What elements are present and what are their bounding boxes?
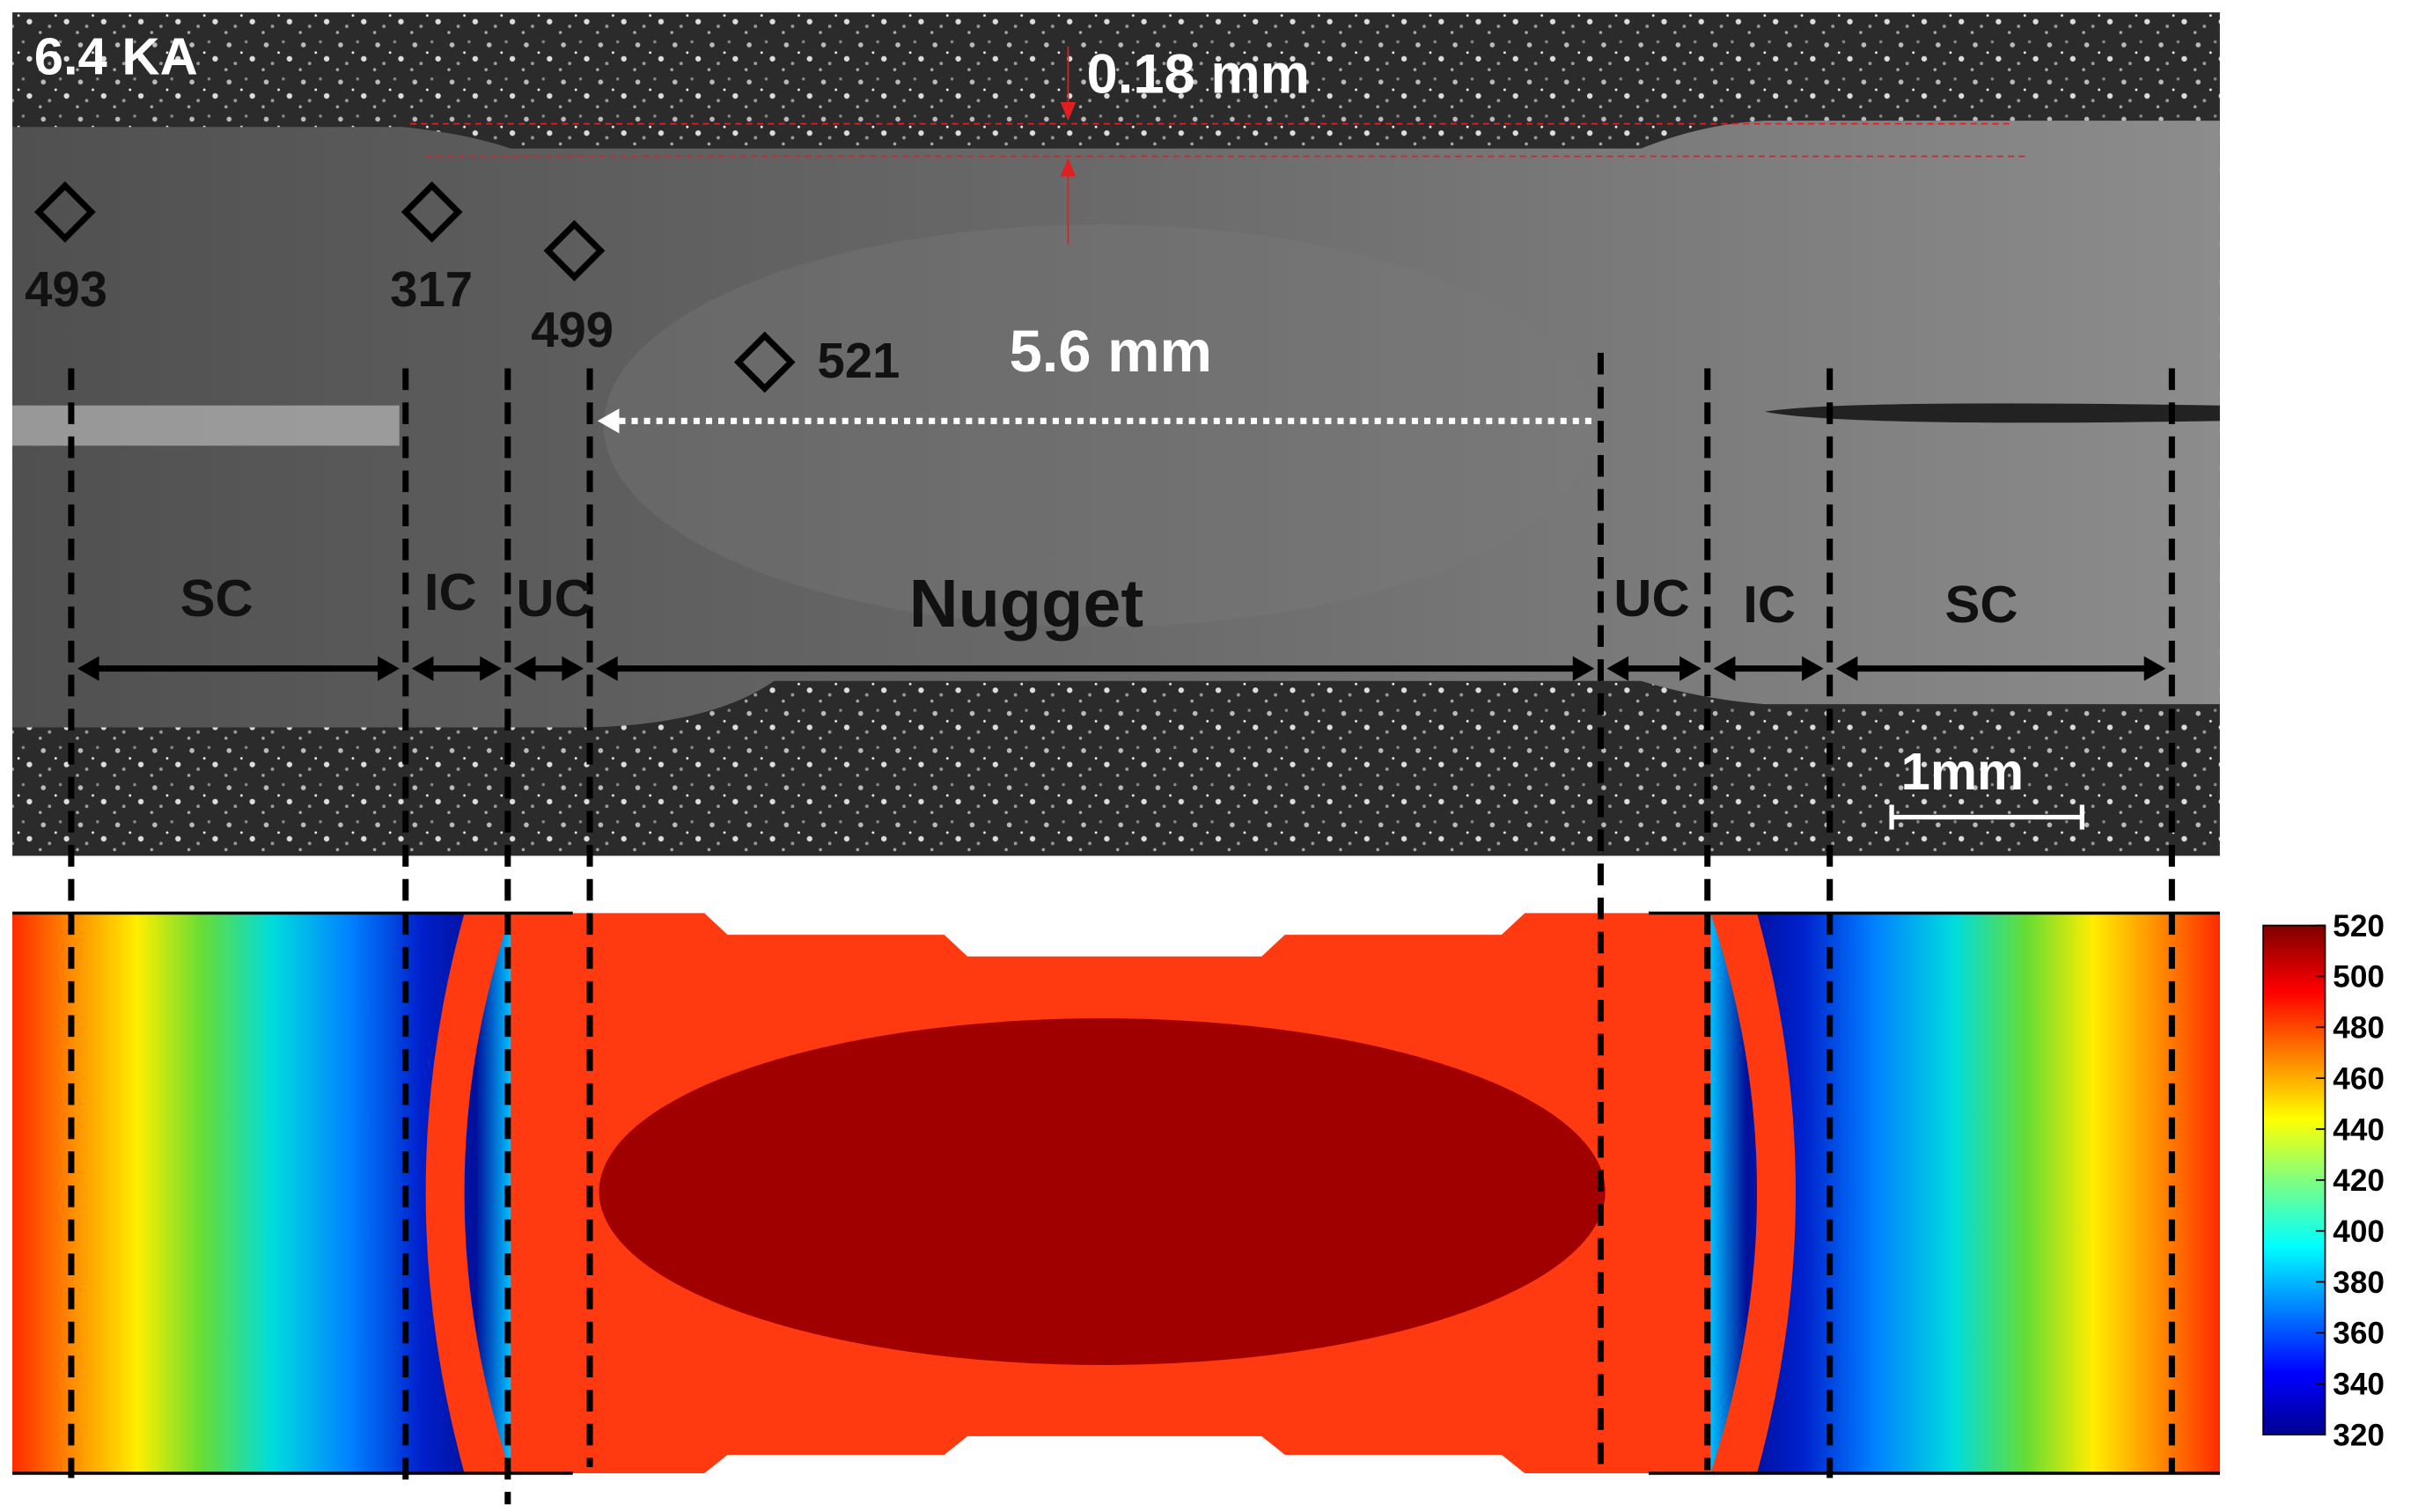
hardness-value: 317: [390, 261, 473, 317]
map-transition: [1710, 913, 1797, 1474]
hardness-value: 521: [818, 333, 900, 388]
scale-label: 1mm: [1901, 742, 2025, 801]
map-nugget: [599, 1018, 1606, 1365]
hardness-marker: [33, 181, 96, 243]
zone-label: IC: [1743, 575, 1796, 634]
zone-label: UC: [1613, 569, 1689, 628]
arrow-head: [597, 408, 620, 434]
zone-label: UC: [516, 569, 592, 628]
thickness-label: 0.18 mm: [1087, 44, 1310, 106]
arrow-head: [411, 656, 502, 681]
hardness-value: 493: [25, 261, 107, 317]
zone-label: SC: [1945, 575, 2018, 634]
map-bottom-edge: [572, 1435, 1649, 1486]
colorbar-tick-label: 480: [2333, 1011, 2385, 1046]
notch-right: [1764, 403, 2220, 423]
nugget-width-label: 5.6 mm: [1010, 319, 1212, 385]
colorbar-tick-label: 420: [2333, 1163, 2385, 1198]
nugget-zone: [603, 224, 1595, 628]
colorbar-tick-label: 360: [2333, 1317, 2385, 1351]
map-transition: [425, 913, 511, 1474]
hardness-value: 499: [531, 302, 614, 357]
colorbar-tick-label: 500: [2333, 960, 2385, 995]
hardness-marker: [733, 331, 796, 393]
colorbar-tick-label: 340: [2333, 1368, 2385, 1402]
hardness-marker: [543, 220, 606, 282]
colorbar-tick-label: 380: [2333, 1266, 2385, 1300]
arrow-head: [1060, 102, 1077, 177]
condition-label: 6.4 KA: [34, 26, 198, 85]
colorbar-tick-label: 520: [2333, 909, 2385, 943]
zone-label: IC: [424, 562, 477, 621]
map-top-edge: [572, 902, 1649, 957]
zone-label: SC: [180, 569, 254, 628]
colorbar-tick-label: 460: [2333, 1061, 2385, 1096]
colorbar-tick-label: 400: [2333, 1215, 2385, 1249]
arrow-head: [513, 656, 584, 681]
zone-label: Nugget: [909, 566, 1143, 642]
notch-left: [12, 405, 400, 446]
colorbar-tick-label: 440: [2333, 1112, 2385, 1147]
colorbar-tick-label: 320: [2333, 1418, 2385, 1452]
hardness-marker: [401, 181, 463, 243]
arrow-head: [1606, 656, 1701, 681]
